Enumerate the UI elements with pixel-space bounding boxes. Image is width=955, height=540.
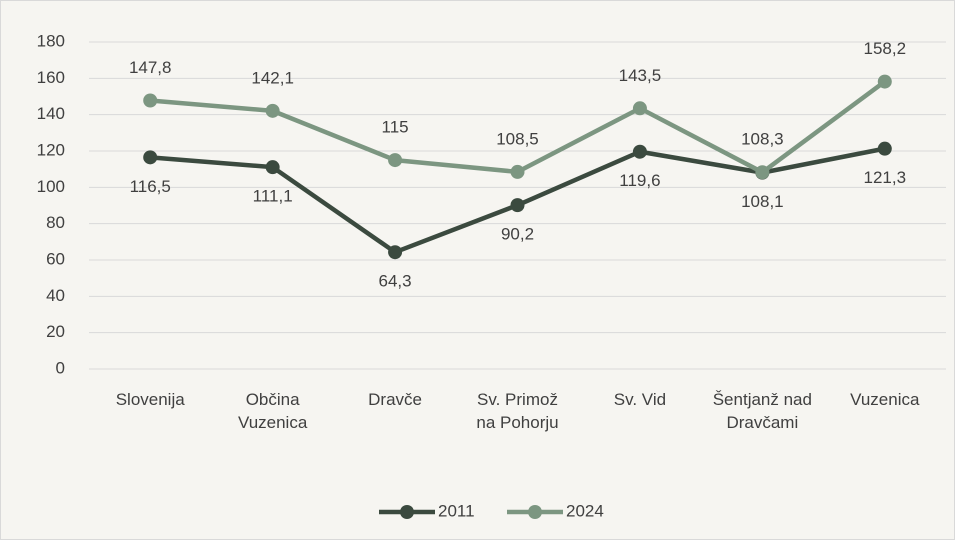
legend-marker	[528, 505, 542, 519]
y-tick-label: 180	[37, 31, 65, 50]
point	[388, 245, 403, 260]
line	[150, 79, 887, 175]
point	[632, 144, 647, 159]
data-label: 121,3	[864, 168, 907, 187]
x-tick-label: Dravče	[368, 390, 422, 409]
data-label: 119,6	[619, 171, 660, 190]
data-label: 111,1	[253, 187, 293, 206]
x-tick-label: Občina Vuzenica	[237, 390, 308, 432]
data-label: 147,8	[129, 58, 172, 77]
data-label: 115	[382, 118, 409, 137]
y-tick-label: 20	[46, 322, 65, 341]
x-tick-label: Sv. Primož na Pohorju	[476, 390, 559, 432]
point	[143, 150, 158, 165]
y-tick-label: 100	[37, 177, 65, 196]
point	[265, 160, 280, 175]
data-label: 143,5	[619, 66, 662, 85]
data-label: 90,2	[501, 225, 534, 244]
point	[877, 74, 892, 89]
y-tick-label: 120	[37, 140, 65, 159]
y-tick-label: 0	[56, 358, 65, 377]
point	[877, 141, 892, 156]
point	[143, 93, 158, 108]
x-tick-label: Slovenija	[115, 390, 185, 409]
point	[265, 103, 280, 118]
data-label: 108,1	[741, 192, 784, 211]
y-tick-label: 80	[46, 213, 65, 232]
point	[755, 165, 770, 180]
y-tick-label: 140	[37, 104, 65, 123]
point	[632, 101, 647, 116]
x-tick-label: Vuzenica	[850, 390, 920, 409]
data-label: 116,5	[130, 177, 171, 196]
point	[510, 198, 525, 213]
legend-label: 2011	[438, 501, 475, 520]
legend-marker	[400, 505, 414, 519]
legend-label: 2024	[566, 501, 604, 520]
y-tick-label: 60	[46, 249, 65, 268]
point	[510, 164, 525, 179]
data-label: 64,3	[379, 272, 412, 291]
y-tick-label: 160	[37, 68, 65, 87]
x-tick-label: Sv. Vid	[613, 390, 667, 409]
point	[388, 153, 403, 168]
data-label: 158,2	[864, 39, 907, 58]
y-tick-label: 40	[46, 286, 65, 305]
data-label: 108,3	[741, 130, 784, 149]
x-tick-label: Šentjanž nad Dravčami	[712, 390, 812, 432]
data-label: 108,5	[496, 129, 539, 148]
data-label: 142,1	[251, 68, 294, 87]
